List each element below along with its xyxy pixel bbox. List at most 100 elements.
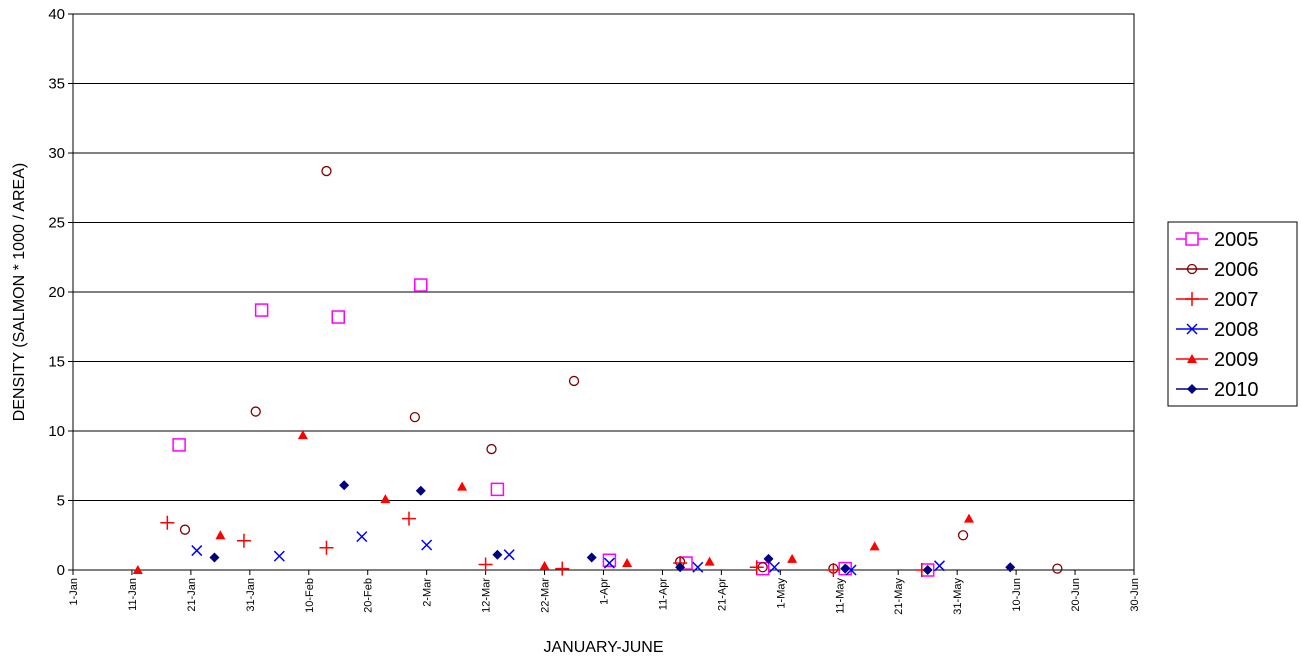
- x-tick-label: 1-May: [775, 578, 787, 609]
- x-tick-label: 1-Apr: [599, 578, 611, 605]
- data-point-2010: [586, 552, 597, 563]
- data-point-2010: [209, 552, 220, 563]
- data-point-2006: [179, 524, 191, 535]
- legend-item-2006: 2006: [1176, 259, 1259, 281]
- data-point-2007: [160, 515, 175, 530]
- data-point-2007: [749, 560, 764, 575]
- data-point-2009: [787, 553, 798, 563]
- gridlines: [73, 83, 1134, 501]
- x-tick-label: 11-May: [834, 578, 846, 614]
- data-point-2008: [503, 549, 515, 561]
- y-tick-label: 40: [48, 6, 65, 23]
- y-tick-label: 15: [48, 354, 65, 371]
- y-axis-title: DENSITY (SALMON * 1000 / AREA): [11, 163, 28, 421]
- data-point-2009: [132, 565, 143, 574]
- data-point-2009: [297, 430, 308, 440]
- data-point-2008: [191, 545, 203, 557]
- y-tick-label: 25: [48, 215, 65, 232]
- data-point-2005: [172, 438, 186, 452]
- data-point-2009: [869, 541, 880, 551]
- legend: 2005 2006 2007 2008 2009 2010: [1167, 221, 1298, 407]
- legend-marker-2005: [1185, 232, 1199, 246]
- data-point-2006: [321, 165, 332, 177]
- x-axis-ticks: 1-Jan 11-Jan 21-Jan 31-Jan 10-Feb 20-Feb 2-Mar…: [68, 570, 1141, 615]
- series-2009: [132, 430, 974, 574]
- x-tick-label: 12-Mar: [481, 578, 493, 613]
- data-point-2005: [414, 278, 428, 292]
- legend-item-2007: 2007: [1176, 289, 1259, 311]
- series-2006: [179, 165, 1063, 574]
- data-point-2005: [490, 482, 505, 497]
- legend-marker-2009: [1187, 354, 1197, 363]
- data-point-2007: [826, 563, 841, 577]
- y-tick-label: 5: [57, 493, 65, 510]
- data-point-2006: [957, 530, 969, 541]
- legend-label: 2009: [1214, 349, 1259, 371]
- y-tick-label: 30: [48, 145, 65, 162]
- y-tick-label: 20: [48, 284, 65, 301]
- legend-item-2010: 2010: [1176, 379, 1259, 401]
- data-point-2010: [840, 563, 851, 574]
- data-point-2005: [602, 553, 617, 568]
- series-2007: [160, 511, 929, 577]
- legend-label: 2005: [1214, 229, 1259, 251]
- data-point-2008: [768, 561, 780, 573]
- series-2008: [191, 531, 946, 576]
- legend-marker-2008: [1186, 323, 1198, 335]
- x-tick-label: 21-Jan: [186, 578, 198, 612]
- x-tick-label: 11-Jan: [127, 578, 139, 611]
- data-point-2008: [692, 561, 704, 573]
- data-point-2006: [568, 375, 580, 387]
- x-tick-label: 20-Feb: [363, 578, 375, 613]
- data-point-2009: [215, 530, 226, 540]
- data-point-2008: [356, 531, 368, 543]
- data-point-2010: [675, 562, 686, 573]
- data-point-2007: [401, 511, 416, 526]
- data-point-2009: [539, 560, 550, 570]
- x-tick-label: 11-Apr: [657, 578, 669, 611]
- legend-marker-2007: [1185, 292, 1199, 306]
- legend-item-2005: 2005: [1176, 229, 1259, 251]
- x-tick-label: 1-Jan: [68, 578, 80, 606]
- x-tick-label: 31-Jan: [245, 578, 257, 612]
- legend-marker-2010: [1187, 384, 1197, 394]
- data-points: [132, 165, 1063, 577]
- data-point-2005: [254, 303, 269, 317]
- x-axis-title: JANUARY-JUNE: [543, 639, 663, 656]
- data-point-2006: [1052, 563, 1063, 574]
- legend-item-2009: 2009: [1176, 349, 1259, 371]
- legend-label: 2008: [1214, 319, 1259, 341]
- y-tick-label: 10: [48, 423, 65, 440]
- series-2010: [209, 480, 1016, 575]
- x-tick-label: 21-May: [893, 578, 905, 615]
- legend-label: 2010: [1214, 379, 1259, 401]
- legend-box: [1167, 221, 1298, 407]
- data-point-2006: [486, 443, 497, 455]
- data-point-2009: [963, 513, 974, 523]
- data-point-2007: [319, 540, 334, 555]
- x-tick-label: 10-Jun: [1011, 578, 1023, 612]
- data-point-2010: [492, 549, 503, 560]
- y-tick-label: 35: [48, 76, 65, 93]
- legend-item-2008: 2008: [1176, 319, 1259, 341]
- data-point-2005: [331, 310, 345, 324]
- x-tick-label: 2-Mar: [422, 578, 434, 607]
- data-point-2010: [1005, 562, 1016, 573]
- data-point-2010: [922, 565, 933, 575]
- data-point-2009: [622, 558, 633, 568]
- data-point-2009: [380, 494, 391, 504]
- data-point-2007: [236, 533, 251, 548]
- data-point-2007: [478, 557, 493, 572]
- data-point-2006: [250, 406, 261, 417]
- x-tick-label: 31-May: [952, 578, 964, 615]
- data-point-2010: [415, 485, 426, 496]
- data-point-2009: [457, 481, 468, 491]
- x-tick-label: 20-Jun: [1070, 578, 1082, 612]
- data-point-2008: [933, 560, 946, 572]
- data-point-2010: [763, 553, 774, 564]
- legend-label: 2007: [1214, 289, 1259, 311]
- data-point-2008: [603, 557, 615, 569]
- x-tick-label: 10-Feb: [304, 578, 316, 613]
